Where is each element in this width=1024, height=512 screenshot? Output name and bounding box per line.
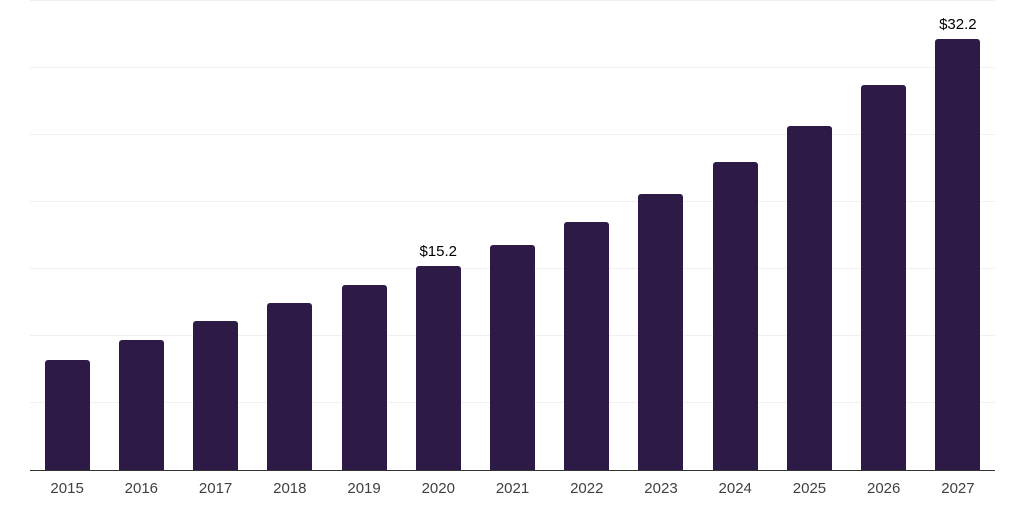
- bar-2021: [490, 244, 535, 470]
- x-tick-2023: 2023: [644, 480, 678, 497]
- plot-area: $15.2 $32.2: [30, 0, 995, 470]
- x-tick-2016: 2016: [124, 480, 159, 497]
- bar-2022: [564, 222, 610, 470]
- bar-2025: [786, 125, 832, 470]
- data-label-2020: $15.2: [419, 243, 458, 261]
- x-tick-2024: 2024: [718, 480, 752, 497]
- bar-2017: [193, 321, 239, 470]
- x-tick-2018: 2018: [273, 480, 307, 497]
- bar-2020: [415, 266, 461, 470]
- x-tick-2027: 2027: [941, 480, 975, 497]
- x-tick-2026: 2026: [867, 480, 901, 497]
- x-axis-line: [30, 470, 995, 471]
- x-tick-2025: 2025: [792, 480, 827, 497]
- x-tick-2020: 2020: [421, 480, 455, 497]
- bar-2019: [341, 285, 387, 470]
- x-axis-tick-labels: 2015 2016 2017 2018 2019 2020 2021 2022 2023 2024…: [30, 479, 995, 499]
- bar-2027: [935, 38, 981, 470]
- bar-2024: [712, 161, 758, 470]
- bar-2023: [638, 193, 684, 470]
- gridline-30: [30, 67, 995, 68]
- x-tick-2021: 2021: [495, 480, 530, 497]
- gridline-35: [30, 0, 995, 1]
- bar-2016: [118, 340, 164, 470]
- bar-2015: [44, 360, 90, 470]
- bar-2018: [267, 302, 313, 470]
- bar-2026: [861, 85, 907, 470]
- gridline-25: [30, 134, 995, 135]
- x-tick-2022: 2022: [570, 480, 604, 497]
- x-tick-2015: 2015: [50, 480, 84, 497]
- data-label-2027: $32.2: [939, 15, 977, 33]
- x-tick-2019: 2019: [347, 480, 381, 497]
- x-tick-2017: 2017: [198, 480, 233, 497]
- gridline-20: [30, 201, 995, 202]
